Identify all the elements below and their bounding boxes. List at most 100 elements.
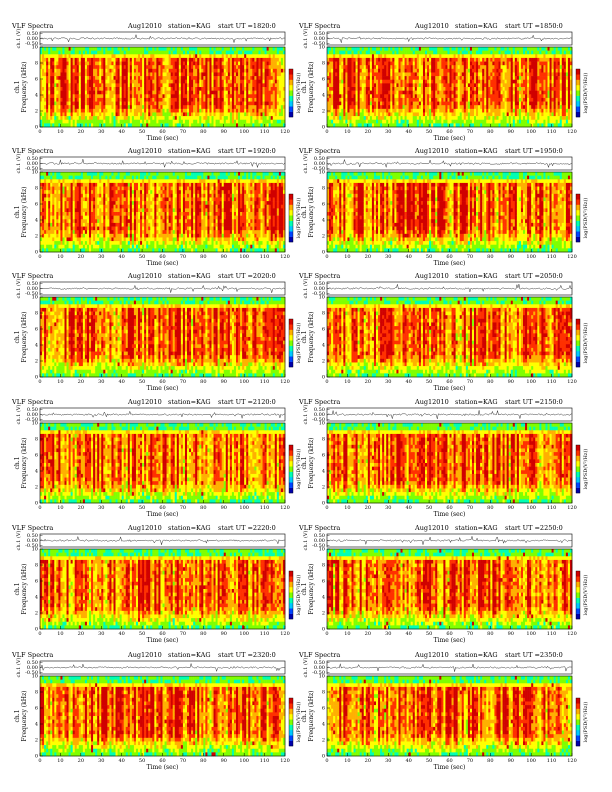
spectrogram-cell	[48, 69, 50, 73]
spectrogram-cell	[116, 76, 118, 80]
spectrogram-cell	[277, 76, 279, 80]
spectrogram-cell	[209, 69, 211, 73]
spectrogram-cell	[83, 112, 85, 116]
spectrogram-cell	[46, 109, 48, 113]
spectrogram-cell	[244, 76, 246, 80]
spectrogram-cell	[232, 116, 234, 120]
spectrogram-cell	[224, 116, 226, 120]
spectrogram-cell	[252, 94, 254, 98]
spectrogram-cell	[95, 65, 97, 69]
spectrogram-cell	[214, 112, 216, 116]
spectrogram-cell	[185, 105, 187, 109]
spectrogram-cell	[242, 83, 244, 87]
spectrogram-cell	[197, 76, 199, 80]
spectrogram-cell	[205, 120, 207, 124]
spectrogram-cell	[165, 69, 167, 73]
spectrogram-cell	[263, 98, 265, 102]
spectrogram-cell	[222, 116, 224, 120]
spectrogram-cell	[263, 83, 265, 87]
spectrogram-cell	[85, 51, 87, 55]
spectrogram-cell	[181, 94, 183, 98]
spectrogram-cell	[327, 102, 329, 106]
spectrogram-cell	[54, 62, 56, 66]
spectrogram-cell	[77, 112, 79, 116]
spectrogram-cell	[246, 102, 248, 106]
spectrogram-cell	[187, 98, 189, 102]
spectrogram-cell	[167, 120, 169, 124]
spectrogram-cell	[42, 72, 44, 76]
spectrogram-cell	[136, 76, 138, 80]
spectrogram-cell	[69, 116, 71, 120]
spectrogram-cell	[140, 65, 142, 69]
spectrogram-cell	[95, 120, 97, 124]
spectrogram-cell	[122, 51, 124, 55]
spectrogram-cell	[136, 69, 138, 73]
spectrogram-cell	[167, 116, 169, 120]
spectrogram-cell	[58, 109, 60, 113]
spectrogram-cell	[207, 112, 209, 116]
spectrogram-cell	[160, 83, 162, 87]
spectrogram-cell	[146, 65, 148, 69]
spectrogram-cell	[209, 76, 211, 80]
spectrogram-cell	[60, 116, 62, 120]
spectrogram-cell	[372, 54, 374, 58]
spectrogram-cell	[281, 94, 283, 98]
spectrogram-cell	[52, 116, 54, 120]
spectrogram-cell	[398, 47, 400, 51]
spectrogram-cell	[267, 83, 269, 87]
spectrogram-cell	[85, 116, 87, 120]
spectrogram-cell	[265, 80, 267, 84]
time-xtick-label: 0	[38, 129, 41, 135]
spectrogram-cell	[366, 91, 368, 95]
spectrogram-cell	[160, 54, 162, 58]
spectrogram-cell	[341, 76, 343, 80]
spectrogram-cell	[136, 62, 138, 66]
spectrogram-cell	[354, 109, 356, 113]
spectrogram-cell	[126, 112, 128, 116]
spectrogram-cell	[396, 51, 398, 55]
spectrogram-cell	[362, 83, 364, 87]
spectrogram-cell	[354, 102, 356, 106]
spectrogram-cell	[165, 47, 167, 51]
spectrogram-cell	[275, 69, 277, 73]
spectrogram-cell	[81, 51, 83, 55]
spectrogram-cell	[71, 47, 73, 51]
spectrogram-cell	[209, 105, 211, 109]
spectrogram-cell	[341, 83, 343, 87]
spectrogram-cell	[281, 76, 283, 80]
spectrogram-cell	[329, 105, 331, 109]
spectrogram-cell	[71, 105, 73, 109]
spectrogram-cell	[189, 80, 191, 84]
spectrogram-cell	[374, 112, 376, 116]
spectrogram-cell	[99, 62, 101, 66]
spectrogram-cell	[193, 76, 195, 80]
spectrogram-cell	[171, 112, 173, 116]
panel-1820-0: VLF Spectra Aug12010 station=KAG start UT =…	[11, 22, 302, 142]
spectrogram-cell	[136, 72, 138, 76]
spectrogram-cell	[111, 69, 113, 73]
spectrogram-cell	[73, 62, 75, 66]
spectrogram-cell	[83, 54, 85, 58]
spectrogram-cell	[212, 65, 214, 69]
spectrogram-cell	[250, 109, 252, 113]
spectrogram-cell	[160, 120, 162, 124]
spectrogram-cell	[258, 76, 260, 80]
spectrogram-cell	[107, 87, 109, 91]
spectrogram-cell	[67, 58, 69, 62]
spectrogram-cell	[354, 91, 356, 95]
spectrogram-cell	[214, 58, 216, 62]
spectrogram-cell	[42, 105, 44, 109]
colorbar-segment	[289, 106, 293, 112]
spectrogram-cell	[48, 47, 50, 51]
spectrogram-cell	[52, 94, 54, 98]
spectrogram-cell	[222, 51, 224, 55]
spectrogram-cell	[156, 94, 158, 98]
spectrogram-cell	[197, 62, 199, 66]
spectrogram-cell	[265, 109, 267, 113]
spectrogram-cell	[230, 69, 232, 73]
spectrogram-cell	[134, 91, 136, 95]
spectrogram-cell	[171, 91, 173, 95]
spectrogram-cell	[252, 69, 254, 73]
spectrogram-cell	[156, 109, 158, 113]
spectrogram-cell	[384, 62, 386, 66]
